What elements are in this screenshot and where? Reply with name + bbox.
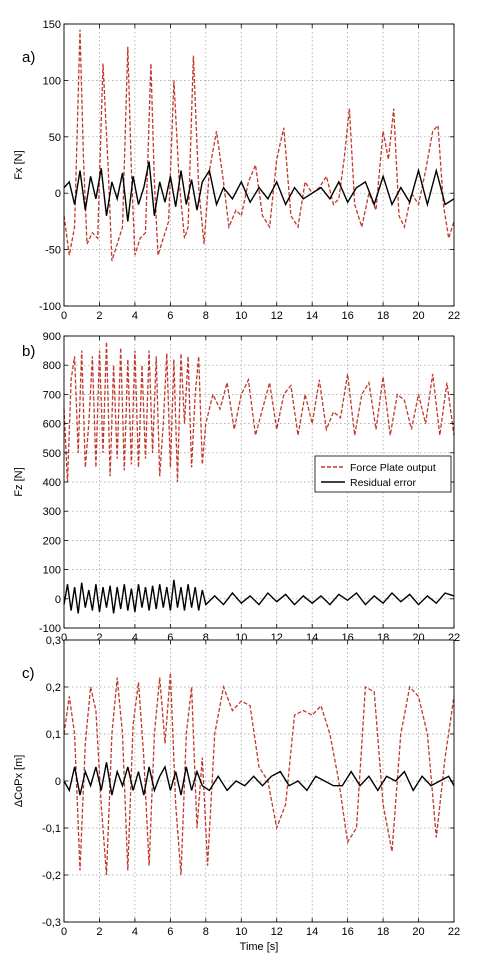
x-tick-label: 0 (61, 926, 67, 938)
axes-frame (63, 23, 455, 307)
x-tick-label: 14 (306, 926, 318, 938)
x-tick-label: 2 (96, 926, 102, 938)
panel-label: b) (22, 343, 35, 360)
y-tick-label: 150 (43, 19, 61, 31)
x-tick-label: 8 (203, 310, 209, 322)
legend-label: Residual error (350, 477, 416, 489)
y-tick-label: -100 (39, 623, 61, 635)
x-tick-label: 18 (377, 310, 389, 322)
y-tick-label: -100 (39, 301, 61, 313)
y-tick-label: -50 (45, 245, 61, 257)
x-tick-label: 4 (132, 926, 138, 938)
x-tick-label: 0 (61, 310, 67, 322)
force-plate-series (63, 29, 455, 262)
x-tick-label: 20 (412, 926, 424, 938)
y-tick-label: 300 (43, 506, 61, 518)
y-tick-label: 400 (43, 477, 61, 489)
y-tick-label: 600 (43, 419, 61, 431)
panel-label: a) (22, 49, 35, 66)
y-tick-label: 100 (43, 75, 61, 87)
plot-area (64, 24, 454, 306)
x-axis-label: Time [s] (240, 941, 279, 953)
y-tick-label: -0,2 (42, 870, 61, 882)
y-axis-label: Fz [N] (13, 467, 25, 496)
y-tick-label: 500 (43, 448, 61, 460)
residual-error-series (63, 579, 455, 614)
x-tick-label: 2 (96, 310, 102, 322)
chart-panel-3: 0 2 4 6 8 10 12 14 16 18 20 22-0,3-0,2-0,100,10,20,… (13, 635, 460, 953)
x-tick-label: 6 (167, 926, 173, 938)
y-tick-label: 50 (49, 132, 61, 144)
force-plate-series (63, 341, 455, 483)
x-tick-label: 0 (61, 632, 67, 644)
x-tick-label: 20 (412, 310, 424, 322)
x-tick-label: 8 (203, 926, 209, 938)
y-tick-label: 0,3 (46, 635, 61, 647)
x-tick-label: 12 (271, 310, 283, 322)
y-tick-label: 0,2 (46, 682, 61, 694)
y-tick-label: -0,3 (42, 917, 61, 929)
y-axis-label: Fx [N] (13, 150, 25, 179)
x-tick-label: 10 (235, 310, 247, 322)
legend-box (314, 455, 452, 493)
y-axis-label: ΔCoPx [m] (13, 755, 25, 808)
x-tick-label: 16 (342, 926, 354, 938)
x-tick-label: 4 (132, 310, 138, 322)
y-tick-label: 0 (55, 594, 61, 606)
x-tick-label: 16 (342, 310, 354, 322)
x-tick-label: 10 (235, 926, 247, 938)
x-tick-label: 14 (306, 310, 318, 322)
y-tick-label: 800 (43, 360, 61, 372)
y-tick-label: 100 (43, 565, 61, 577)
x-tick-label: 18 (377, 926, 389, 938)
y-tick-label: 700 (43, 389, 61, 401)
x-tick-label: 6 (167, 310, 173, 322)
force-plate-series (63, 672, 455, 876)
panel-label: c) (22, 665, 35, 682)
x-tick-label: 6 (167, 632, 173, 644)
y-tick-label: 0 (55, 188, 61, 200)
x-tick-label: 2 (96, 632, 102, 644)
residual-error-series (63, 161, 455, 222)
x-tick-label: 22 (448, 310, 460, 322)
x-tick-label: 8 (203, 632, 209, 644)
y-tick-label: 200 (43, 535, 61, 547)
x-tick-label: 4 (132, 632, 138, 644)
y-tick-label: 0,1 (46, 729, 61, 741)
x-tick-label: 22 (448, 926, 460, 938)
x-tick-label: 12 (271, 926, 283, 938)
y-tick-label: 0 (55, 776, 61, 788)
y-tick-label: 900 (43, 331, 61, 343)
y-tick-label: -0,1 (42, 823, 61, 835)
residual-error-series (63, 762, 455, 796)
chart-panel-2: 0 2 4 6 8 10 12 14 16 18 20 22-10001002003004005006… (13, 331, 460, 644)
legend-label: Force Plate output (350, 462, 436, 474)
legend: Force Plate output Residual error (314, 455, 452, 493)
chart-panel-1: 0 2 4 6 8 10 12 14 16 18 20 22 -100 -50 0 50 100 150 a) Fx … (13, 19, 460, 322)
